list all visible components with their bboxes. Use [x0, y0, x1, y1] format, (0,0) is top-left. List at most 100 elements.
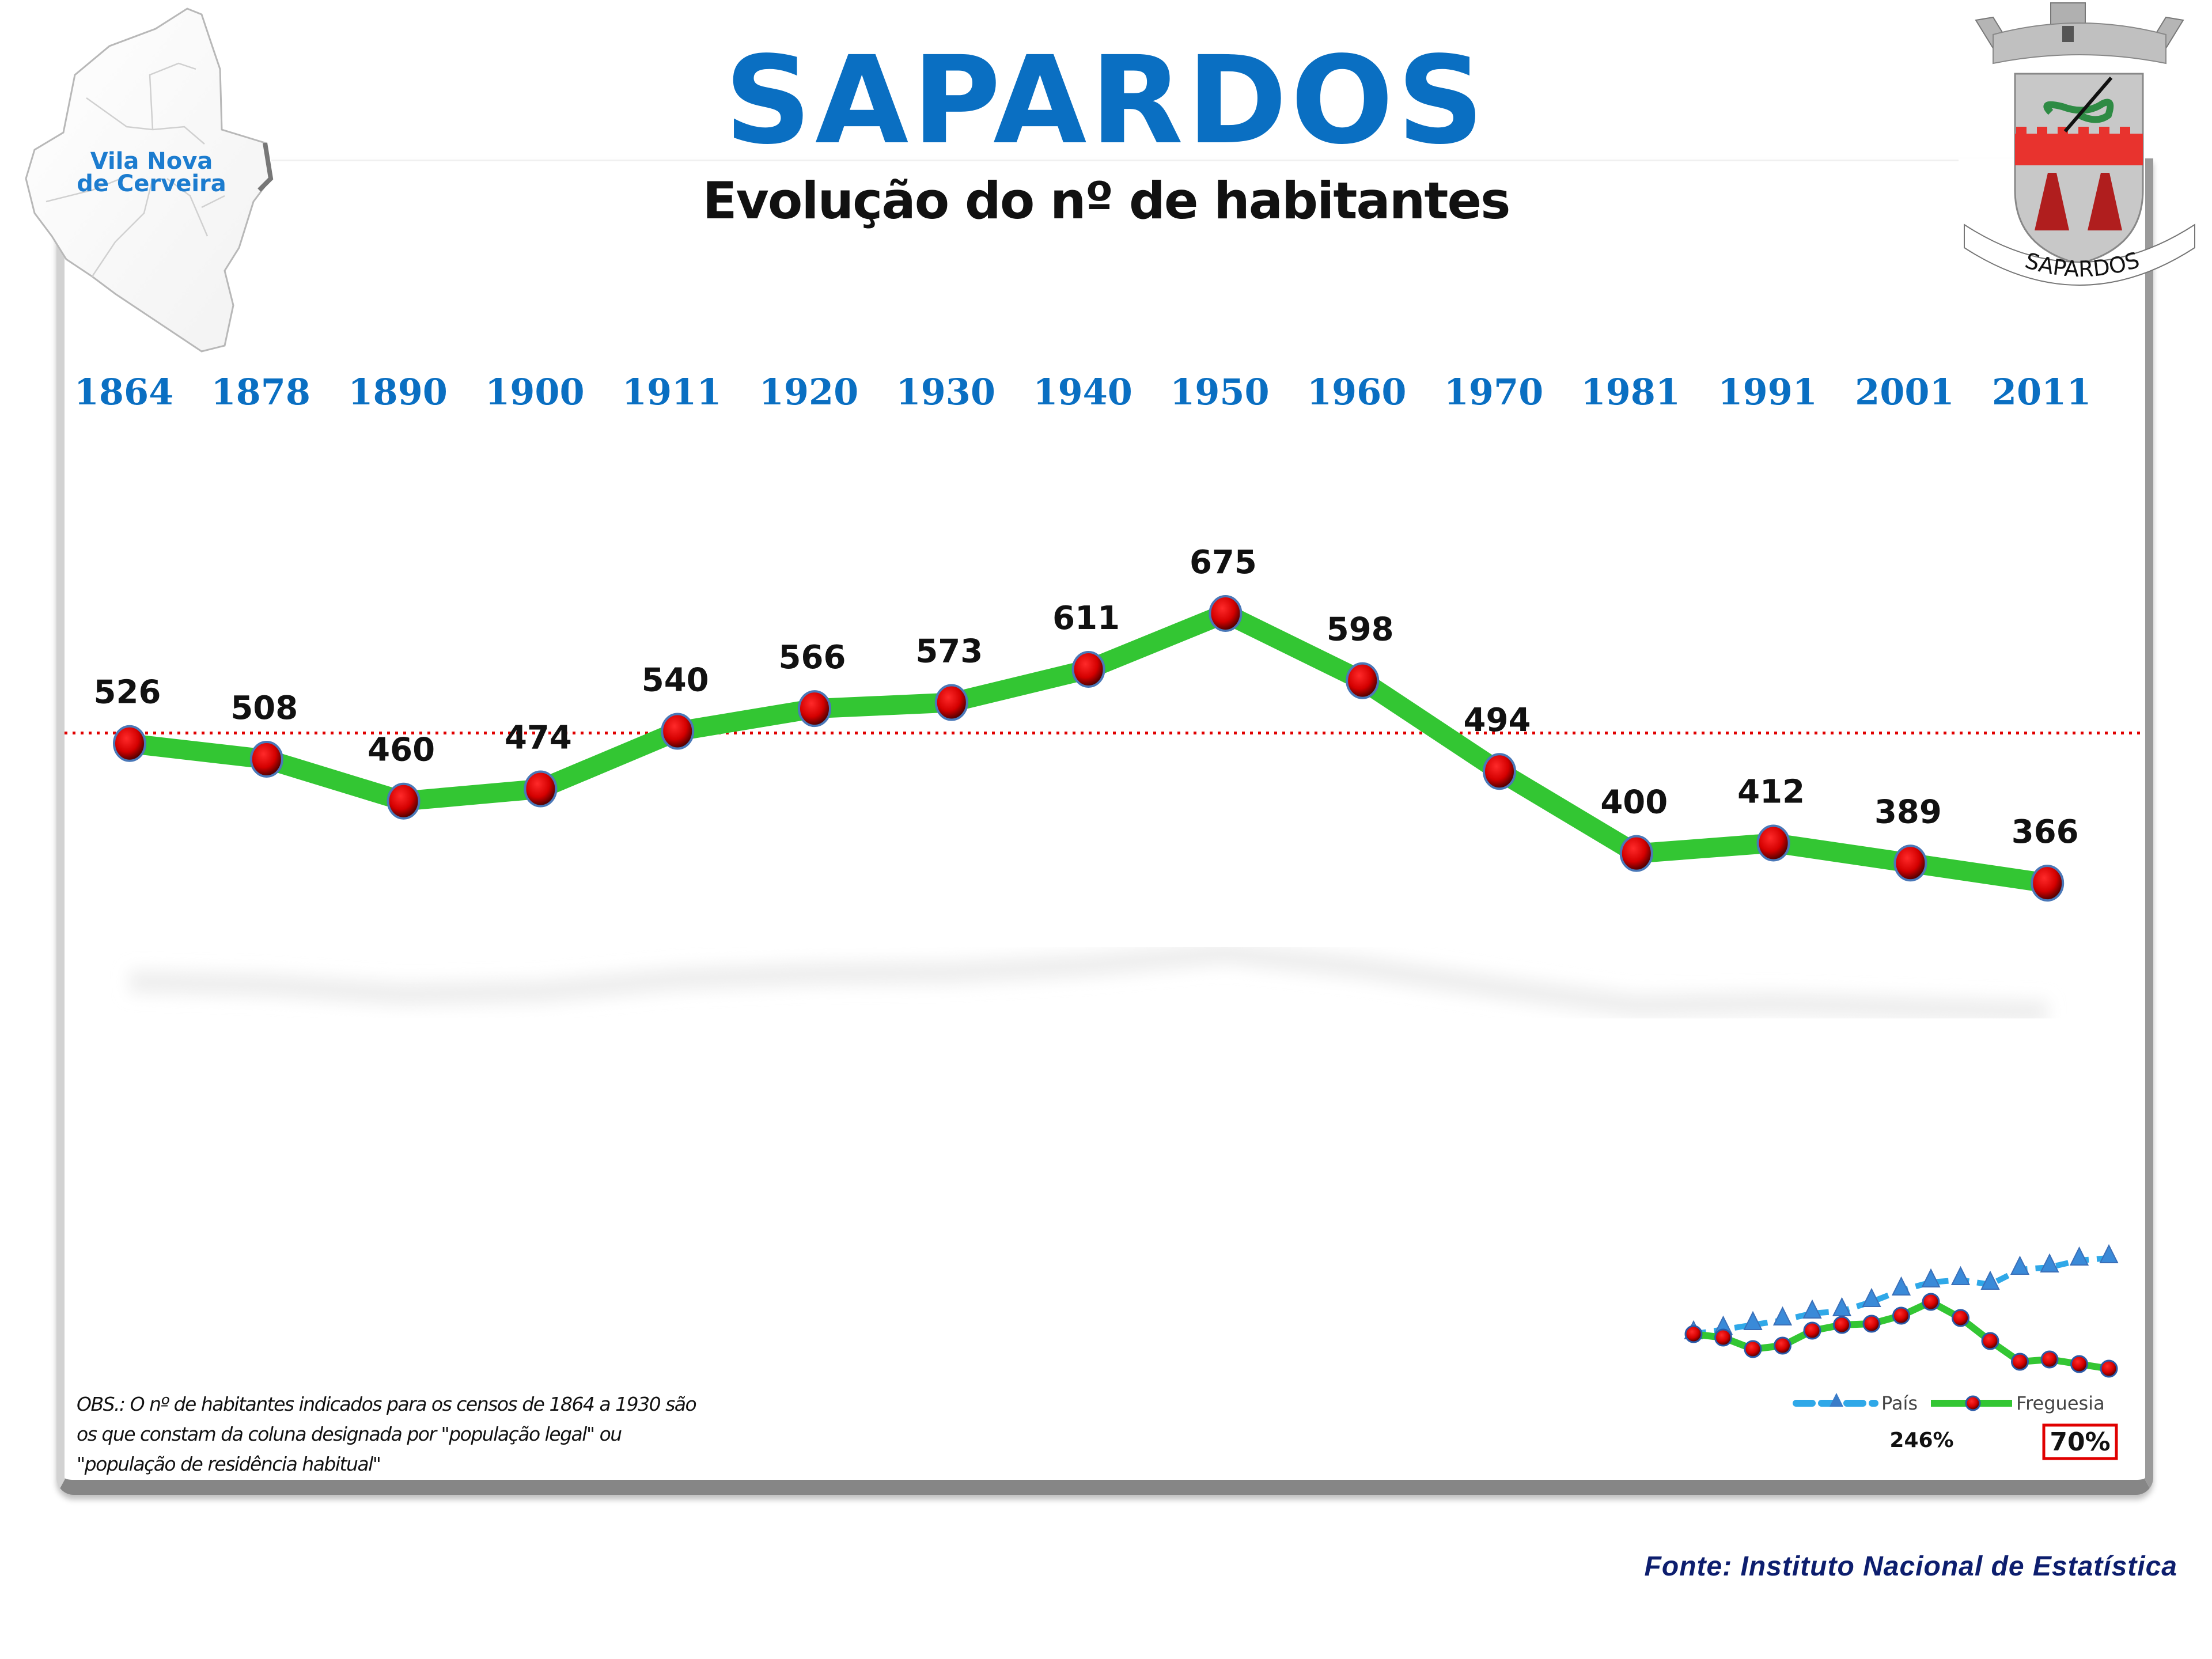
x-tick-label: 1981 — [1581, 371, 1681, 413]
x-tick-label: 1940 — [1033, 371, 1132, 413]
data-point — [1893, 844, 1927, 882]
inset-point-freguesia — [1803, 1321, 1821, 1340]
inset-point-freguesia — [2070, 1355, 2088, 1373]
x-tick-label: 1970 — [1444, 371, 1544, 413]
inset-point-pais — [1950, 1266, 1971, 1285]
data-label: 400 — [1600, 784, 1668, 821]
data-point — [1346, 662, 1380, 699]
tassel-icon — [2035, 173, 2069, 230]
inset-point-freguesia — [1684, 1325, 1703, 1343]
observation-note: OBS.: O nº de habitantes indicados para … — [77, 1393, 697, 1475]
change-pais: 246% — [1889, 1429, 1953, 1452]
data-label: 389 — [1874, 793, 1942, 831]
data-point — [387, 782, 421, 820]
x-tick-label: 1960 — [1307, 371, 1407, 413]
map-shadow-edge — [257, 142, 274, 192]
data-point — [1071, 650, 1105, 688]
inset-point-freguesia — [2011, 1353, 2029, 1371]
data-label: 494 — [1464, 702, 1531, 739]
data-label: 611 — [1052, 600, 1120, 637]
x-tick-label: 1864 — [74, 371, 174, 413]
coat-of-arms: SAPARDOS — [1964, 2, 2195, 286]
inset-point-pais — [1862, 1287, 1881, 1307]
inset-point-freguesia — [1922, 1293, 1940, 1311]
x-tick-label: 1950 — [1170, 371, 1270, 413]
inset-point-freguesia — [2040, 1350, 2059, 1369]
serpent-icon — [2043, 99, 2114, 123]
inset-point-freguesia — [1714, 1328, 1732, 1347]
x-tick-label: 1920 — [759, 371, 859, 413]
inset-point-pais — [1980, 1270, 2000, 1290]
inset-point-pais — [1772, 1306, 1793, 1325]
ribbon — [1964, 224, 2195, 286]
x-tick-label: 2011 — [1992, 371, 2092, 413]
legend-triangle-icon — [1830, 1393, 1843, 1407]
municipality-map: Vila Nova de Cerveira — [25, 7, 274, 353]
map-label-line2: de Cerveira — [77, 171, 226, 197]
inset-point-freguesia — [1952, 1309, 1969, 1327]
data-point — [113, 725, 146, 762]
inset-point-pais — [1891, 1276, 1911, 1296]
data-label: 366 — [2012, 813, 2079, 851]
spear-icon — [2063, 77, 2113, 132]
page-subtitle: Evolução do nº de habitantes — [702, 171, 1510, 230]
x-tick-label: 1900 — [485, 371, 585, 413]
inset-point-freguesia — [2100, 1359, 2118, 1378]
data-point — [798, 690, 831, 728]
data-label: 573 — [915, 633, 983, 671]
map-boundaries — [46, 62, 225, 277]
highlight-box — [2042, 1423, 2118, 1460]
data-label: 526 — [94, 674, 161, 711]
data-point — [1209, 595, 1243, 632]
inset-legend: País Freguesia 246% 70% — [1793, 1392, 2118, 1460]
inset-point-freguesia — [1862, 1315, 1881, 1333]
x-tick-label: 1930 — [896, 371, 996, 413]
inset-point-freguesia — [1774, 1336, 1791, 1355]
inset-point-pais — [2069, 1246, 2089, 1266]
data-label: 540 — [642, 662, 709, 699]
inset-point-freguesia — [1833, 1316, 1851, 1334]
page-title: SAPARDOS — [724, 30, 1488, 171]
battlements — [2016, 127, 2130, 135]
data-source: Fonte: Instituto Nacional de Estatística — [1644, 1551, 2177, 1582]
x-tick-label: 1991 — [1718, 371, 1817, 413]
map-outline — [25, 7, 272, 353]
data-label: 598 — [1327, 611, 1394, 649]
crown-icon — [1975, 2, 2184, 65]
legend-label-freguesia: Freguesia — [2016, 1392, 2105, 1414]
map-label-line1: Vila Nova — [90, 148, 213, 175]
tassel-icon — [2088, 173, 2122, 230]
change-freguesia: 70% — [2050, 1427, 2110, 1457]
data-label: 566 — [779, 639, 846, 676]
header-divider — [271, 160, 1959, 161]
data-point — [661, 713, 695, 750]
data-label: 460 — [368, 732, 435, 769]
data-label: 675 — [1190, 544, 1257, 581]
data-point — [1619, 835, 1653, 872]
legend-circle-icon — [1965, 1395, 1981, 1411]
inset-point-pais — [1743, 1310, 1763, 1330]
data-label: 412 — [1737, 773, 1805, 810]
inset-point-freguesia — [1892, 1306, 1910, 1325]
chart-panel — [56, 158, 2153, 1495]
x-tick-label: 1911 — [622, 371, 722, 413]
data-label: 474 — [505, 719, 572, 757]
data-label: 508 — [230, 690, 298, 727]
line-shadow — [129, 941, 2048, 1024]
data-point — [249, 741, 283, 778]
data-point — [524, 770, 558, 808]
data-point — [1756, 824, 1790, 862]
x-tick-label: 2001 — [1855, 371, 1955, 413]
data-point — [1483, 753, 1516, 790]
inset-point-pais — [2099, 1244, 2119, 1263]
inset-point-pais — [1921, 1268, 1941, 1287]
data-point — [2031, 865, 2065, 902]
inset-point-pais — [1802, 1299, 1822, 1319]
x-tick-label: 1890 — [348, 371, 448, 413]
inset-point-pais — [1832, 1297, 1852, 1316]
legend-label-pais: País — [1881, 1392, 1918, 1414]
inset-point-pais — [2040, 1253, 2059, 1272]
x-tick-label: 1878 — [211, 371, 311, 413]
inset-point-pais — [2010, 1255, 2030, 1275]
